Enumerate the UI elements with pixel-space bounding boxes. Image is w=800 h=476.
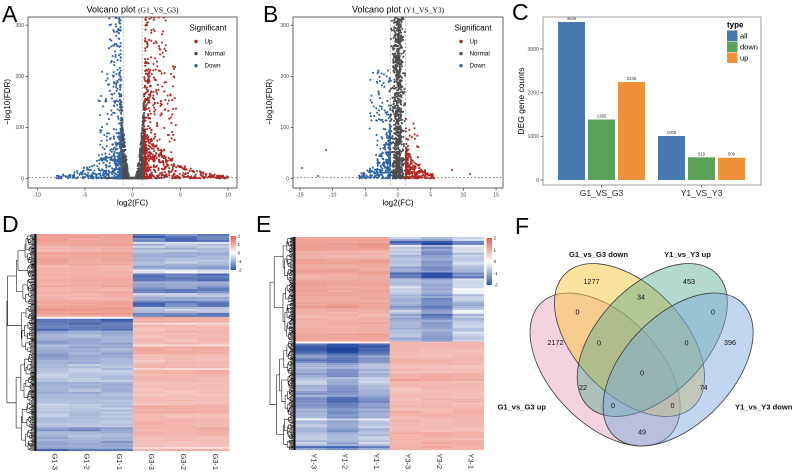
- svg-text:34: 34: [637, 293, 645, 302]
- svg-text:0: 0: [494, 259, 497, 265]
- svg-text:10: 10: [225, 193, 231, 199]
- svg-text:-10: -10: [34, 193, 42, 199]
- svg-text:F: F: [515, 213, 529, 239]
- svg-text:1008: 1008: [667, 130, 677, 135]
- svg-text:5: 5: [179, 193, 182, 199]
- svg-text:1: 1: [238, 242, 241, 248]
- svg-text:49: 49: [638, 428, 646, 437]
- svg-text:Y1_vs_Y3 up: Y1_vs_Y3 up: [664, 250, 711, 259]
- svg-text:G1_vs_G3 down: G1_vs_G3 down: [569, 250, 628, 259]
- svg-text:G1-3: G1-3: [51, 454, 60, 470]
- svg-text:0: 0: [286, 176, 289, 182]
- svg-text:300: 300: [15, 23, 24, 29]
- svg-text:200: 200: [280, 74, 289, 80]
- svg-text:Y1_VS_Y3: Y1_VS_Y3: [681, 188, 723, 198]
- svg-text:-1: -1: [494, 271, 499, 277]
- svg-text:A: A: [2, 1, 18, 27]
- svg-text:0: 0: [711, 308, 715, 317]
- svg-text:0: 0: [397, 193, 400, 199]
- svg-text:Down: Down: [470, 63, 487, 70]
- svg-text:Significant: Significant: [190, 24, 228, 33]
- svg-text:Y1-1: Y1-1: [372, 454, 381, 470]
- svg-text:−log10(FDR): −log10(FDR): [3, 79, 12, 125]
- svg-text:0: 0: [611, 401, 615, 410]
- svg-text:453: 453: [683, 277, 695, 286]
- svg-text:509: 509: [728, 152, 736, 157]
- svg-text:0: 0: [597, 339, 601, 348]
- svg-text:2: 2: [238, 234, 241, 240]
- svg-text:B: B: [263, 1, 278, 27]
- svg-text:200: 200: [15, 74, 24, 80]
- svg-text:Y1-3: Y1-3: [309, 454, 318, 470]
- svg-text:22: 22: [579, 383, 587, 392]
- svg-text:519: 519: [698, 151, 706, 156]
- svg-text:Y3-3: Y3-3: [404, 454, 413, 470]
- svg-text:log2(FC): log2(FC): [382, 199, 413, 208]
- svg-text:D: D: [2, 211, 19, 237]
- svg-text:0: 0: [575, 308, 579, 317]
- svg-text:300: 300: [280, 23, 289, 29]
- svg-text:-5: -5: [363, 193, 368, 199]
- svg-text:log2(FC): log2(FC): [117, 199, 148, 208]
- svg-text:0: 0: [21, 176, 24, 182]
- svg-text:Y1_vs_Y3 down: Y1_vs_Y3 down: [735, 403, 793, 412]
- svg-text:100: 100: [15, 125, 24, 131]
- svg-text:down: down: [740, 43, 758, 52]
- svg-text:5: 5: [429, 193, 432, 199]
- svg-text:-5: -5: [83, 193, 88, 199]
- svg-text:1385: 1385: [597, 114, 607, 119]
- svg-text:74: 74: [699, 383, 707, 392]
- svg-text:1277: 1277: [583, 277, 599, 286]
- svg-text:1000: 1000: [527, 134, 539, 140]
- svg-text:Significant: Significant: [455, 24, 493, 33]
- svg-text:Volcano plot (G1_VS_G3): Volcano plot (G1_VS_G3): [87, 5, 179, 15]
- svg-text:-2: -2: [494, 283, 499, 289]
- svg-text:3626: 3626: [567, 16, 577, 21]
- svg-text:396: 396: [724, 338, 736, 347]
- svg-text:G3-1: G3-1: [211, 454, 220, 470]
- svg-text:-1: -1: [238, 259, 243, 265]
- svg-text:0: 0: [684, 339, 688, 348]
- svg-text:15: 15: [493, 193, 499, 199]
- svg-text:2245: 2245: [627, 76, 637, 81]
- svg-text:2: 2: [494, 236, 497, 242]
- svg-text:Normal: Normal: [205, 51, 225, 58]
- svg-text:1: 1: [494, 247, 497, 253]
- svg-text:0: 0: [536, 178, 539, 184]
- svg-text:up: up: [740, 54, 748, 63]
- svg-text:10: 10: [461, 193, 467, 199]
- svg-text:G1-2: G1-2: [83, 454, 92, 470]
- svg-text:G1-1: G1-1: [115, 454, 124, 470]
- svg-text:Y3-1: Y3-1: [466, 454, 475, 470]
- svg-text:0: 0: [670, 401, 674, 410]
- svg-text:Y1-2: Y1-2: [341, 454, 350, 470]
- svg-text:2000: 2000: [527, 91, 539, 97]
- svg-text:2172: 2172: [547, 338, 563, 347]
- svg-text:0: 0: [238, 251, 241, 257]
- svg-text:G1_vs_G3 up: G1_vs_G3 up: [497, 403, 546, 412]
- svg-text:Down: Down: [205, 63, 222, 70]
- svg-text:−log10(FDR): −log10(FDR): [265, 79, 274, 125]
- svg-text:G1_VS_G3: G1_VS_G3: [580, 188, 624, 198]
- svg-text:100: 100: [280, 125, 289, 131]
- svg-text:-15: -15: [296, 193, 304, 199]
- svg-text:G3-2: G3-2: [179, 454, 188, 470]
- svg-text:C: C: [512, 0, 529, 25]
- svg-text:0: 0: [131, 193, 134, 199]
- svg-text:all: all: [740, 32, 748, 41]
- svg-text:E: E: [256, 211, 271, 237]
- svg-text:3000: 3000: [527, 47, 539, 53]
- svg-text:type: type: [727, 21, 744, 30]
- svg-text:-10: -10: [329, 193, 337, 199]
- svg-text:Normal: Normal: [470, 51, 490, 58]
- svg-text:0: 0: [640, 369, 644, 378]
- svg-text:Volcano plot (Y1_VS_Y3): Volcano plot (Y1_VS_Y3): [352, 5, 444, 15]
- svg-text:DEG gene counts: DEG gene counts: [516, 67, 526, 134]
- svg-text:Y3-2: Y3-2: [435, 454, 444, 470]
- svg-text:Up: Up: [470, 39, 479, 46]
- svg-text:G3-3: G3-3: [147, 454, 156, 470]
- svg-text:Up: Up: [205, 39, 214, 46]
- svg-text:-2: -2: [238, 268, 243, 274]
